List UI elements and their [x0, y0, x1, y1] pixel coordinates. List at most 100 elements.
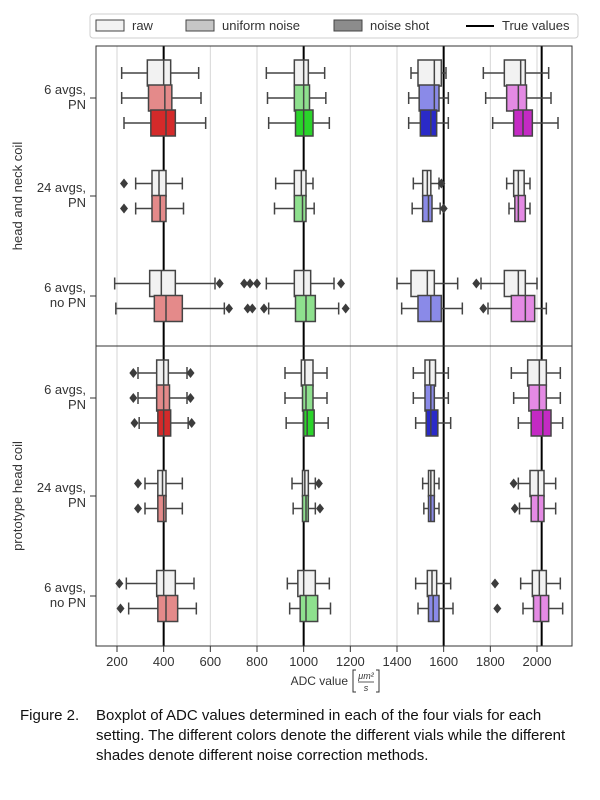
- box-iqr: [155, 359, 170, 387]
- y-tick-label: no PN: [50, 595, 86, 610]
- outlier-point: [246, 278, 254, 289]
- outlier-point: [439, 203, 448, 214]
- box-raw: [510, 359, 562, 387]
- legend: raw uniform noise noise shot True values: [89, 13, 579, 39]
- outlier-point: [130, 418, 139, 428]
- x-tick-label: 1400: [383, 654, 412, 669]
- box-iqr: [148, 269, 177, 298]
- box-uniform-noise: [417, 594, 454, 623]
- x-tick-label: 1200: [336, 654, 365, 669]
- box-raw: [414, 569, 452, 598]
- box-iqr: [155, 569, 177, 598]
- outlier-point: [479, 303, 488, 314]
- x-tick-label: 2000: [523, 654, 552, 669]
- outlier-point: [510, 503, 519, 514]
- box-raw: [246, 269, 345, 298]
- outlier-point: [337, 278, 345, 289]
- box-iqr: [419, 109, 438, 137]
- outlier-point: [491, 578, 499, 589]
- box-iqr: [293, 169, 307, 198]
- box-raw: [505, 169, 531, 198]
- box-iqr: [293, 84, 311, 112]
- box-raw: [421, 469, 440, 498]
- box-uniform-noise: [288, 594, 332, 623]
- box-noise-shot: [130, 409, 196, 437]
- x-axis-unit-bracket-left: [352, 669, 356, 693]
- y-tick-label: 24 avgs,: [37, 180, 86, 195]
- box-iqr: [510, 294, 536, 323]
- box-uniform-noise: [512, 384, 562, 412]
- box-iqr: [528, 384, 548, 412]
- outlier-point: [472, 278, 481, 289]
- box-noise-shot: [285, 409, 329, 437]
- box-raw: [396, 269, 459, 298]
- box-uniform-noise: [400, 294, 464, 323]
- box-iqr: [157, 494, 167, 523]
- x-tick-label: 600: [199, 654, 221, 669]
- box-iqr: [417, 294, 443, 323]
- box-raw: [134, 469, 184, 498]
- y-tick-label: 24 avgs,: [37, 480, 86, 495]
- legend-label: raw: [132, 18, 154, 33]
- box-iqr: [530, 409, 552, 437]
- box-uniform-noise: [129, 384, 195, 412]
- outlier-point: [134, 478, 142, 489]
- x-axis-label: ADC value: [291, 674, 349, 688]
- box-raw: [286, 569, 331, 598]
- box-uniform-noise: [120, 194, 185, 223]
- y-tick-label: 6 avgs,: [44, 82, 86, 97]
- box-uniform-noise: [423, 494, 440, 523]
- outlier-point: [120, 178, 128, 189]
- outlier-point: [240, 278, 249, 289]
- box-iqr: [529, 469, 545, 498]
- box-raw: [472, 269, 538, 298]
- outlier-point: [248, 303, 257, 314]
- box-uniform-noise: [411, 194, 448, 223]
- x-tick-label: 1800: [476, 654, 505, 669]
- box-iqr: [417, 59, 443, 87]
- box-uniform-noise: [407, 84, 450, 112]
- box-iqr: [514, 194, 527, 223]
- box-uniform-noise: [116, 594, 198, 623]
- box-iqr: [299, 594, 319, 623]
- x-tick-label: 1600: [429, 654, 458, 669]
- outlier-point: [243, 303, 252, 314]
- panel-ylabel: prototype head coil: [10, 441, 25, 551]
- outlier-point: [129, 368, 138, 378]
- legend-label: True values: [502, 18, 570, 33]
- box-iqr: [147, 84, 173, 112]
- box-iqr: [503, 269, 527, 298]
- box-iqr: [297, 569, 317, 598]
- box-uniform-noise: [115, 294, 268, 323]
- legend-swatch: [185, 19, 215, 32]
- box-iqr: [424, 384, 436, 412]
- y-tick-label: no PN: [50, 295, 86, 310]
- plot-frame: [95, 45, 573, 647]
- box-uniform-noise: [284, 384, 328, 412]
- box-iqr: [410, 269, 436, 298]
- outlier-point: [341, 303, 350, 314]
- x-tick-label: 400: [153, 654, 175, 669]
- outlier-point: [260, 303, 268, 314]
- box-raw: [274, 169, 314, 198]
- box-uniform-noise: [273, 194, 315, 223]
- box-noise-shot: [491, 109, 559, 137]
- box-iqr: [151, 194, 167, 223]
- x-tick-label: 200: [106, 654, 128, 669]
- caption-label: Figure 2.: [20, 707, 80, 724]
- box-uniform-noise: [120, 84, 202, 112]
- outlier-point: [186, 368, 195, 378]
- box-iqr: [503, 59, 527, 87]
- box-iqr: [300, 359, 314, 387]
- outlier-point: [187, 418, 196, 428]
- y-tick-label: PN: [68, 495, 86, 510]
- outlier-point: [437, 178, 446, 189]
- box-raw: [113, 269, 261, 298]
- box-iqr: [418, 84, 440, 112]
- box-raw: [491, 569, 562, 598]
- outlier-point: [225, 303, 233, 314]
- box-uniform-noise: [479, 294, 548, 323]
- outlier-point: [509, 478, 518, 489]
- outlier-point: [493, 603, 502, 614]
